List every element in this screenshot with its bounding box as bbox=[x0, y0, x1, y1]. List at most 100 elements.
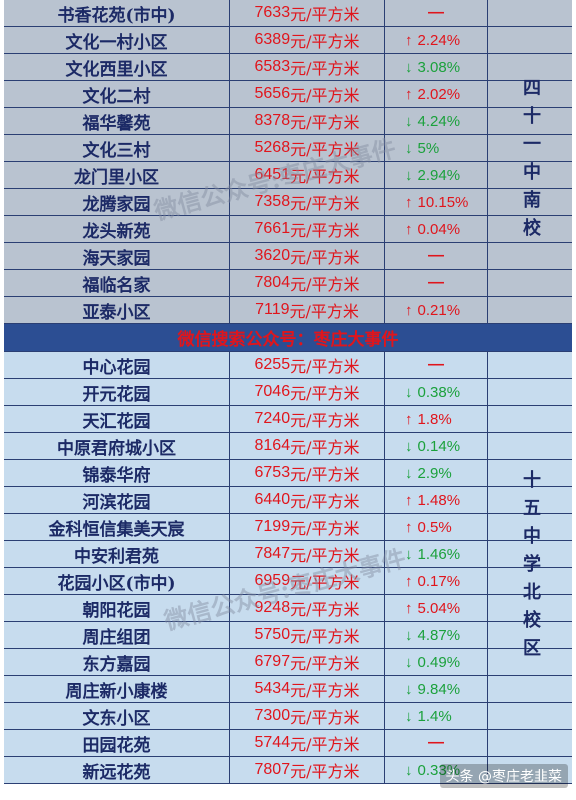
arrow-down-icon: ↓ bbox=[405, 58, 413, 76]
change-cell: ↓ 1.46% bbox=[385, 541, 488, 567]
table-row: 周庄新小康楼 5434 元/平方米 ↓ 9.84% bbox=[4, 676, 572, 703]
price-value: 7661 bbox=[254, 220, 291, 237]
change-value: 0.21% bbox=[417, 301, 461, 319]
price-unit: 元/平方米 bbox=[290, 248, 360, 267]
change-cell: ↑ 0.5% bbox=[385, 514, 488, 540]
section-label: 四十一中南校 bbox=[520, 78, 541, 246]
price-value: 7633 bbox=[254, 4, 291, 21]
table-row: 中安利君苑 7847 元/平方米 ↓ 1.46% bbox=[4, 541, 572, 568]
price-unit: 元/平方米 bbox=[290, 194, 360, 213]
arrow-up-icon: ↑ bbox=[405, 572, 413, 590]
price-unit: 元/平方米 bbox=[289, 302, 359, 321]
arrow-down-icon: ↓ bbox=[405, 707, 413, 725]
price-value: 7847 bbox=[254, 545, 291, 562]
price-unit: 元/平方米 bbox=[290, 113, 360, 132]
footer-credit: 头条 @枣庄老韭菜 bbox=[439, 764, 568, 788]
arrow-down-icon: ↓ bbox=[405, 112, 413, 130]
change-cell: ↓ 9.84% bbox=[385, 676, 488, 702]
table-row: 福临名家 7804 元/平方米 — bbox=[4, 270, 572, 297]
community-name: 田园花苑 bbox=[4, 730, 230, 756]
price-value: 7804 bbox=[254, 274, 291, 291]
price-unit: 元/平方米 bbox=[290, 438, 360, 457]
price-value: 6440 bbox=[254, 491, 291, 508]
change-cell: ↓ 5% bbox=[385, 135, 488, 161]
price-unit: 元/平方米 bbox=[290, 681, 360, 700]
arrow-up-icon: ↑ bbox=[405, 220, 413, 238]
price-cell: 7661 元/平方米 bbox=[230, 216, 385, 242]
change-value: 1.48% bbox=[417, 491, 461, 509]
change-cell: ↑ 0.04% bbox=[385, 216, 488, 242]
price-unit: 元/平方米 bbox=[290, 5, 360, 24]
section-label-cell: 四十一中南校 bbox=[488, 0, 572, 324]
table-row: 开元花园 7046 元/平方米 ↓ 0.38% bbox=[4, 379, 572, 406]
change-value: 2.94% bbox=[417, 166, 461, 184]
price-unit: 元/平方米 bbox=[290, 32, 360, 51]
price-cell: 6440 元/平方米 bbox=[230, 487, 385, 513]
arrow-down-icon: ↓ bbox=[405, 139, 413, 157]
price-value: 5268 bbox=[254, 139, 291, 156]
change-value: 1.8% bbox=[417, 410, 452, 428]
community-name: 花园小区(市中) bbox=[4, 568, 230, 594]
change-cell: ↓ 4.24% bbox=[385, 108, 488, 134]
price-unit: 元/平方米 bbox=[290, 59, 360, 78]
change-value: 5.04% bbox=[417, 599, 461, 617]
community-name: 福华馨苑 bbox=[4, 108, 230, 134]
table-row: 中心花园 6255 元/平方米 — bbox=[4, 352, 572, 379]
change-value: 0.49% bbox=[417, 653, 461, 671]
no-change-dash: — bbox=[428, 274, 444, 291]
change-cell: ↓ 2.9% bbox=[385, 460, 488, 486]
change-value: 4.87% bbox=[417, 626, 461, 644]
price-cell: 6451 元/平方米 bbox=[230, 162, 385, 188]
price-unit: 元/平方米 bbox=[290, 627, 360, 646]
table-row: 龙门里小区 6451 元/平方米 ↓ 2.94% bbox=[4, 162, 572, 189]
arrow-up-icon: ↑ bbox=[405, 491, 413, 509]
change-value: 2.24% bbox=[417, 31, 461, 49]
price-cell: 6797 元/平方米 bbox=[230, 649, 385, 675]
price-value: 8378 bbox=[254, 112, 291, 129]
price-cell: 5744 元/平方米 bbox=[230, 730, 385, 756]
price-value: 5656 bbox=[254, 85, 291, 102]
community-name: 文东小区 bbox=[4, 703, 230, 729]
table-row: 文化一村小区 6389 元/平方米 ↑ 2.24% bbox=[4, 27, 572, 54]
table-row: 锦泰华府 6753 元/平方米 ↓ 2.9% bbox=[4, 460, 572, 487]
change-cell: ↓ 0.33% bbox=[385, 757, 488, 783]
change-cell: ↑ 10.15% bbox=[385, 189, 488, 215]
community-name: 文化二村 bbox=[4, 81, 230, 107]
community-name: 海天家园 bbox=[4, 243, 230, 269]
price-value: 9248 bbox=[254, 599, 291, 616]
table-row: 田园花苑 5744 元/平方米 — bbox=[4, 730, 572, 757]
community-name: 文化一村小区 bbox=[4, 27, 230, 53]
change-value: 1.46% bbox=[417, 545, 461, 563]
community-name: 龙头新苑 bbox=[4, 216, 230, 242]
price-cell: 9248 元/平方米 bbox=[230, 595, 385, 621]
table-row: 书香花苑(市中) 7633 元/平方米 — bbox=[4, 0, 572, 27]
arrow-up-icon: ↑ bbox=[405, 85, 413, 103]
community-name: 中原君府城小区 bbox=[4, 433, 230, 459]
price-unit: 元/平方米 bbox=[290, 140, 360, 159]
no-change-dash: — bbox=[428, 4, 444, 21]
section-rows: 书香花苑(市中) 7633 元/平方米 — 文化一村小区 6389 元/平方米 ↑ 2.24% 文… bbox=[4, 0, 572, 324]
change-value: 3.08% bbox=[417, 58, 461, 76]
price-unit: 元/平方米 bbox=[290, 573, 360, 592]
change-cell: — bbox=[385, 243, 488, 269]
price-unit: 元/平方米 bbox=[290, 275, 360, 294]
table-row: 文化二村 5656 元/平方米 ↑ 2.02% bbox=[4, 81, 572, 108]
arrow-up-icon: ↑ bbox=[405, 410, 413, 428]
price-value: 6959 bbox=[254, 572, 291, 589]
section-15-middle-school-north: 中心花园 6255 元/平方米 — 开元花园 7046 元/平方米 ↓ 0.38% 天汇花园 724… bbox=[4, 352, 572, 784]
arrow-up-icon: ↑ bbox=[405, 31, 413, 49]
price-cell: 5434 元/平方米 bbox=[230, 676, 385, 702]
price-cell: 5750 元/平方米 bbox=[230, 622, 385, 648]
price-cell: 6753 元/平方米 bbox=[230, 460, 385, 486]
community-name: 文化三村 bbox=[4, 135, 230, 161]
price-unit: 元/平方米 bbox=[290, 357, 360, 376]
community-name: 锦泰华府 bbox=[4, 460, 230, 486]
change-cell: — bbox=[385, 352, 488, 378]
section-rows: 中心花园 6255 元/平方米 — 开元花园 7046 元/平方米 ↓ 0.38% 天汇花园 724… bbox=[4, 352, 572, 784]
change-value: 0.14% bbox=[417, 437, 461, 455]
price-unit: 元/平方米 bbox=[290, 411, 360, 430]
price-value: 6389 bbox=[254, 31, 291, 48]
table-row: 亚泰小区 7119 元/平方米 ↑ 0.21% bbox=[4, 297, 572, 324]
table-row: 东方嘉园 6797 元/平方米 ↓ 0.49% bbox=[4, 649, 572, 676]
banner-text: 微信搜索公众号：枣庄大事件 bbox=[177, 330, 399, 350]
